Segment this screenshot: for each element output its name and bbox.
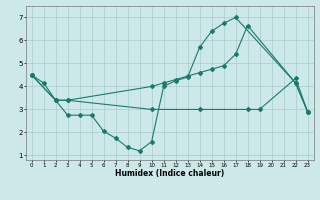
X-axis label: Humidex (Indice chaleur): Humidex (Indice chaleur) [115, 169, 224, 178]
